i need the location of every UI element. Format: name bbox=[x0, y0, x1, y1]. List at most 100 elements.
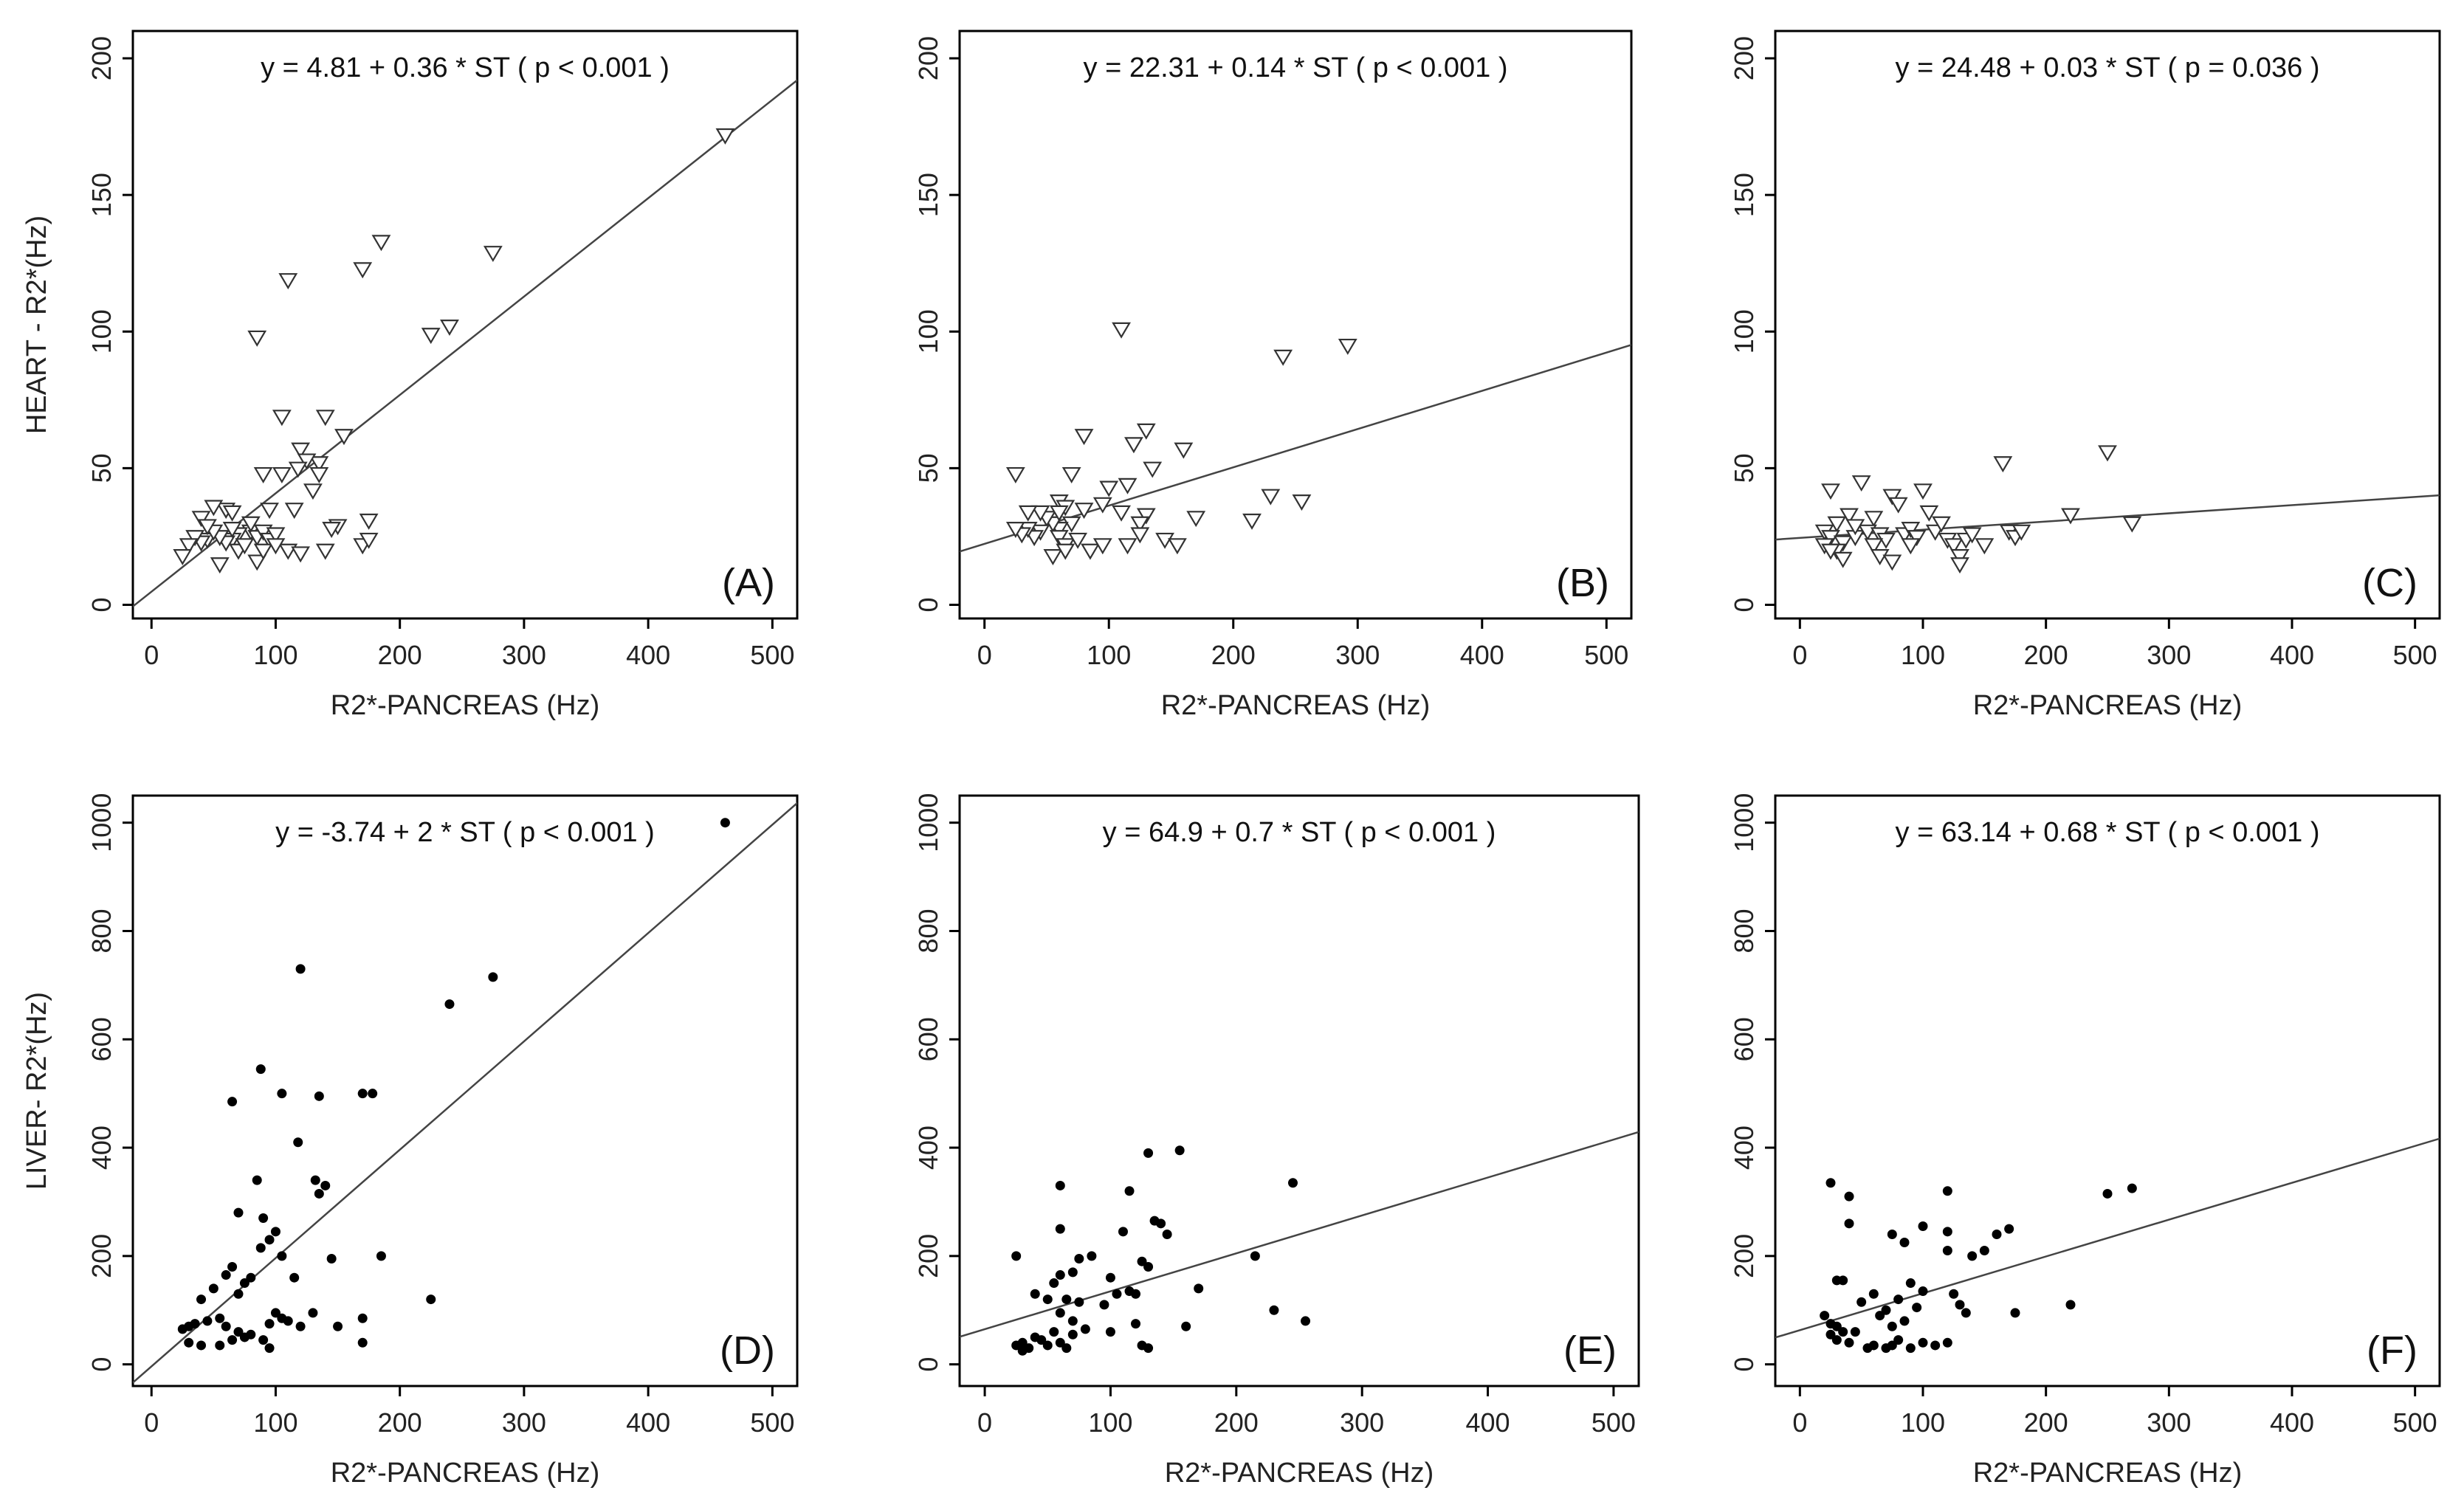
data-point bbox=[277, 1313, 287, 1323]
data-point bbox=[1844, 1337, 1854, 1348]
data-point bbox=[247, 554, 267, 571]
panel-b: 0 100 200 300 400 500 0 50 100 150 200 y = 22.31 + … bbox=[913, 30, 1633, 721]
x-tick-label: 300 bbox=[2147, 640, 2191, 670]
x-tick-label: 200 bbox=[378, 1407, 422, 1438]
x-tick-label: 400 bbox=[2270, 1407, 2314, 1438]
fit-line bbox=[960, 344, 1631, 553]
data-point bbox=[359, 513, 379, 530]
data-point bbox=[264, 1235, 275, 1245]
data-point bbox=[357, 1313, 368, 1323]
x-tick-label: 500 bbox=[1591, 1407, 1636, 1438]
y-tick-label: 50 bbox=[86, 453, 117, 483]
data-point bbox=[1024, 1343, 1034, 1354]
data-point bbox=[291, 546, 311, 563]
x-tick-label: 100 bbox=[253, 640, 297, 670]
data-point bbox=[1870, 549, 1890, 566]
x-axis-title: R2*-PANCREAS (Hz) bbox=[331, 690, 600, 721]
data-point bbox=[215, 1313, 225, 1323]
data-point bbox=[1042, 1340, 1053, 1351]
panel-d: 0 100 200 300 400 500 0 200 400 600 800 1000 y = -3.… bbox=[21, 793, 799, 1489]
y-tick-label: 0 bbox=[86, 1357, 117, 1372]
data-point bbox=[1112, 505, 1131, 522]
data-point bbox=[260, 503, 279, 520]
data-point bbox=[1049, 1327, 1059, 1337]
x-tick-label: 300 bbox=[1340, 1407, 1384, 1438]
data-point bbox=[1950, 549, 1969, 566]
panel-label: (A) bbox=[722, 561, 775, 605]
data-point bbox=[1118, 1227, 1128, 1237]
data-point bbox=[210, 557, 230, 574]
data-point bbox=[2102, 1188, 2113, 1199]
data-point bbox=[1181, 1321, 1191, 1331]
data-point bbox=[1087, 1251, 1097, 1261]
data-point bbox=[1919, 505, 1939, 522]
x-tick-label: 400 bbox=[1460, 640, 1504, 670]
data-point bbox=[376, 1251, 386, 1261]
data-point bbox=[1049, 530, 1069, 547]
data-point bbox=[288, 461, 308, 478]
data-point bbox=[1888, 497, 1908, 514]
data-point bbox=[1174, 1145, 1185, 1156]
y-tick-label: 200 bbox=[86, 36, 117, 80]
panel-label: (D) bbox=[720, 1328, 775, 1373]
data-point bbox=[1833, 535, 1853, 552]
data-point bbox=[483, 246, 503, 263]
data-point bbox=[1905, 1343, 1916, 1354]
data-point bbox=[272, 466, 292, 483]
data-point bbox=[1067, 1316, 1078, 1326]
data-point bbox=[221, 1321, 231, 1331]
data-point bbox=[1074, 1297, 1084, 1307]
data-point bbox=[233, 1207, 244, 1218]
x-tick-label: 300 bbox=[502, 1407, 546, 1438]
fit-line bbox=[960, 1131, 1639, 1338]
data-point bbox=[357, 1337, 368, 1348]
data-point bbox=[1845, 519, 1865, 536]
data-point bbox=[1055, 1180, 1065, 1190]
data-point bbox=[196, 1294, 207, 1305]
data-point bbox=[1042, 1294, 1053, 1305]
data-point bbox=[1913, 483, 1933, 500]
x-tick-label: 200 bbox=[378, 640, 422, 670]
x-tick-label: 100 bbox=[1088, 1407, 1132, 1438]
fit-line bbox=[133, 802, 797, 1384]
panel-e: 0 100 200 300 400 500 0 200 400 600 800 1000 y = 64.… bbox=[913, 793, 1640, 1489]
x-tick-label: 400 bbox=[2270, 640, 2314, 670]
data-point bbox=[1942, 1186, 1952, 1196]
x-axis-title: R2*-PANCREAS (Hz) bbox=[1161, 690, 1431, 721]
data-point bbox=[1124, 437, 1143, 454]
data-point bbox=[1864, 511, 1884, 528]
x-tick-label: 400 bbox=[626, 640, 670, 670]
data-point bbox=[1124, 1186, 1135, 1196]
data-point bbox=[255, 1243, 266, 1253]
data-point bbox=[1136, 508, 1156, 525]
data-point bbox=[252, 1175, 262, 1185]
data-point bbox=[1831, 1335, 1842, 1345]
data-point bbox=[1918, 1221, 1928, 1231]
y-tick-label: 0 bbox=[1729, 597, 1759, 612]
data-point bbox=[204, 500, 224, 517]
data-point bbox=[426, 1294, 436, 1305]
data-point bbox=[239, 1332, 250, 1342]
x-tick-label: 100 bbox=[1901, 1407, 1945, 1438]
regression-equation: y = 22.31 + 0.14 * ST ( p < 0.001 ) bbox=[1084, 52, 1508, 83]
x-tick-label: 500 bbox=[1584, 640, 1628, 670]
data-point bbox=[1821, 530, 1840, 547]
data-point bbox=[1067, 1329, 1078, 1340]
data-point bbox=[1949, 1289, 1959, 1299]
data-point bbox=[1975, 538, 1995, 555]
data-point bbox=[421, 328, 441, 345]
regression-equation: y = 24.48 + 0.03 * ST ( p = 0.036 ) bbox=[1896, 52, 2320, 83]
data-point bbox=[295, 1321, 306, 1331]
data-point bbox=[266, 527, 286, 544]
data-point bbox=[1840, 508, 1859, 525]
data-point bbox=[2127, 1183, 2137, 1193]
y-tick-label: 1000 bbox=[913, 793, 943, 852]
data-point bbox=[179, 538, 199, 555]
y-tick-label: 200 bbox=[913, 36, 943, 80]
data-point bbox=[1992, 1229, 2002, 1239]
data-point bbox=[2065, 1300, 2076, 1310]
data-point bbox=[1918, 1337, 1928, 1348]
data-point bbox=[1905, 1278, 1916, 1289]
y-tick-label: 600 bbox=[1729, 1017, 1759, 1061]
data-point bbox=[1005, 522, 1025, 538]
